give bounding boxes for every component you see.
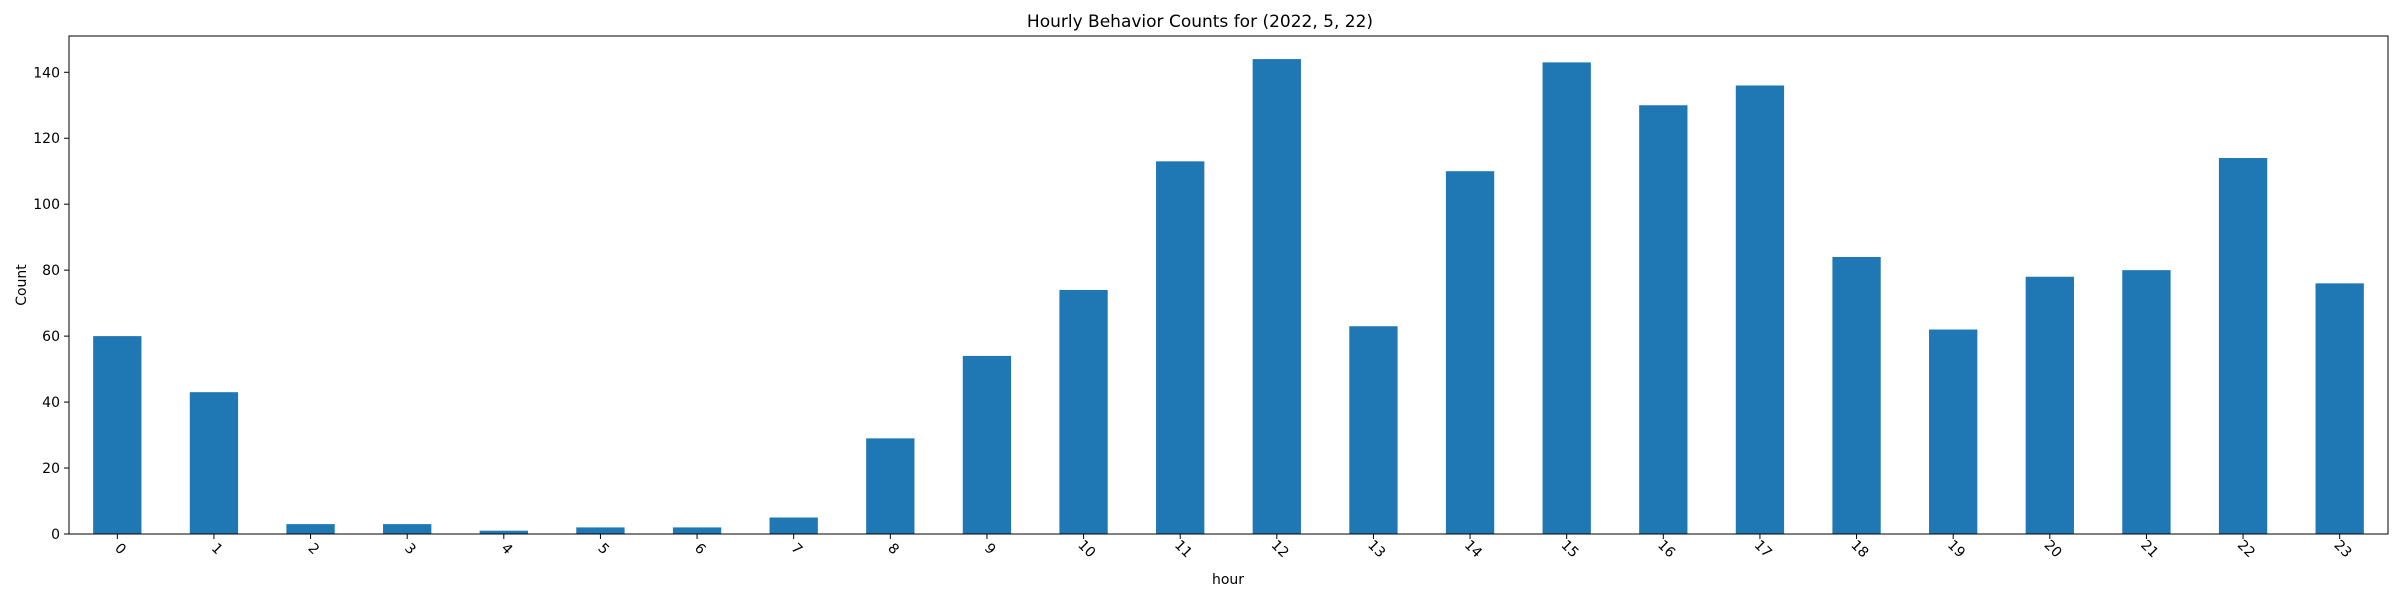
bar-hour-2 [286,524,335,534]
y-axis: 0 20 40 60 80 100 120 140 [33,65,69,543]
x-tick-label: 12 [1268,537,1292,561]
x-tick-label: 0 [111,540,129,558]
x-tick-label: 10 [1074,537,1098,561]
bars-group [93,59,2364,535]
bar-hour-4 [479,530,528,534]
bar-hour-6 [672,527,722,534]
bar-hour-3 [383,524,432,534]
bar-hour-19 [1929,329,1978,534]
x-tick-label: 21 [2137,537,2161,561]
y-tick-label: 40 [42,395,60,411]
x-tick-label: 7 [788,540,806,558]
plot-frame [68,35,2389,535]
x-tick-label: 17 [1751,537,1775,561]
x-tick-label: 15 [1558,537,1582,561]
y-axis-label: Count [14,264,30,306]
x-tick-label: 4 [498,540,516,558]
y-tick-label: 60 [42,329,60,345]
bar-hour-16 [1639,105,1688,535]
x-tick-label: 19 [1944,537,1968,561]
x-tick-label: 13 [1364,537,1388,561]
bar-hour-10 [1059,289,1108,534]
bar-hour-5 [576,527,625,534]
y-tick-label: 20 [42,461,60,477]
x-tick-label: 14 [1461,537,1485,561]
bar-hour-7 [769,517,818,534]
bar-hour-8 [866,438,915,534]
bar-hour-13 [1349,326,1398,534]
x-tick-label: 3 [401,540,419,558]
x-tick-label: 11 [1171,537,1195,561]
x-tick-label: 23 [2331,537,2355,561]
bar-hour-9 [962,355,1012,534]
bar-hour-14 [1445,171,1495,534]
x-tick-label: 18 [1847,537,1871,561]
bar-hour-11 [1156,161,1205,534]
x-tick-label: 16 [1654,537,1678,561]
bar-hour-0 [93,336,142,534]
bar-hour-23 [2315,283,2364,534]
x-tick-label: 2 [305,540,323,558]
x-tick-label: 6 [691,540,709,558]
y-tick-label: 140 [33,65,60,81]
bar-hour-22 [2218,158,2268,534]
y-tick-label: 100 [33,197,60,213]
x-tick-label: 5 [594,540,612,558]
bar-hour-15 [1542,62,1591,535]
y-tick-label: 80 [42,263,60,279]
y-tick-label: 0 [51,527,60,543]
bar-hour-1 [189,392,239,534]
y-tick-label: 120 [33,131,60,147]
x-tick-label: 1 [208,540,226,558]
bar-hour-21 [2122,270,2171,534]
x-tick-label: 9 [981,540,999,558]
bar-hour-20 [2025,276,2074,534]
bar-hour-17 [1735,85,1785,534]
x-axis-label: hour [1212,572,1244,588]
bar-hour-12 [1252,59,1301,535]
bar-hour-18 [1832,256,1881,534]
x-tick-label: 8 [884,540,902,558]
chart-title: Hourly Behavior Counts for (2022, 5, 22) [1027,12,1373,32]
x-tick-label: 20 [2041,537,2065,561]
x-axis: 0 1 2 3 4 5 6 7 8 9 10 11 12 13 14 15 16 17 18 19 20 21 22 23 [111,534,2354,561]
x-tick-label: 22 [2234,537,2258,561]
